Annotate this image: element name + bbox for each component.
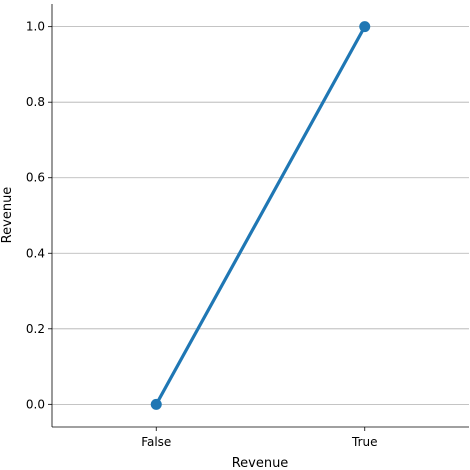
y-tick-label: 0.6 [26,171,45,185]
y-tick-label: 1.0 [26,20,45,34]
data-point [150,398,162,410]
x-tick-label: True [351,435,378,449]
y-tick-label: 0.2 [26,322,45,336]
y-tick-label: 0.4 [26,246,45,260]
x-tick-label: False [141,435,171,449]
axes [48,4,469,431]
tick-labels: 0.0 0.2 0.4 0.6 0.8 1.0 False True [26,20,378,449]
gridlines [52,26,469,405]
data-point [359,21,371,33]
x-axis-title: Revenue [232,456,289,470]
series-line [154,25,367,406]
series-lines [154,25,367,406]
y-axis-title: Revenue [0,187,15,244]
y-tick-label: 0.8 [26,95,45,109]
y-tick-label: 0.0 [26,397,45,411]
series-points [150,21,371,410]
